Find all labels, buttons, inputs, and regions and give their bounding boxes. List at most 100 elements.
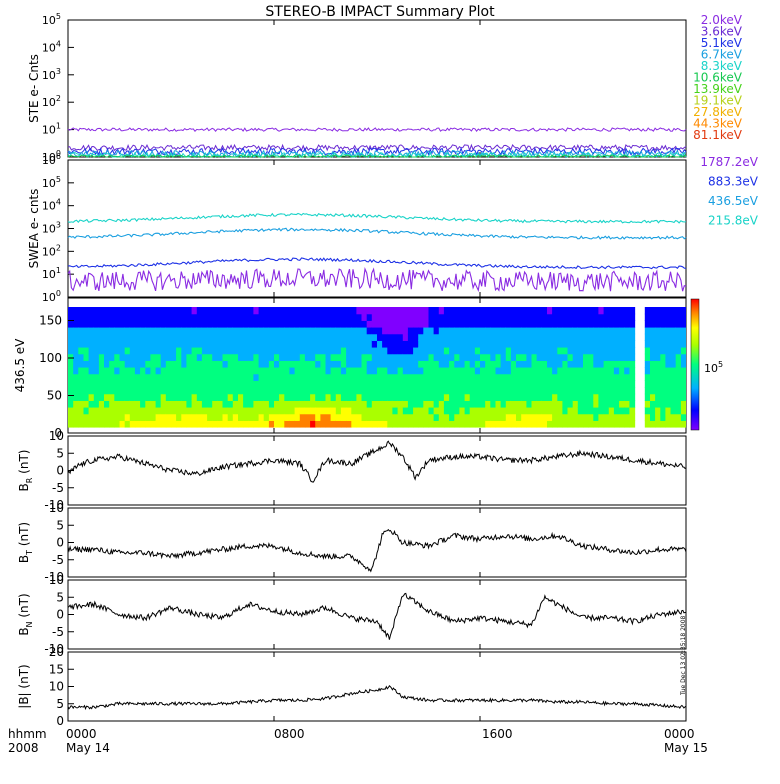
bt-ytick-label-0: 10	[49, 501, 64, 515]
spectrogram-cells	[68, 307, 686, 428]
bmag-ytick-label-2: 10	[49, 680, 64, 694]
ste-ytick-label-3: 103	[42, 67, 61, 82]
ste-legend-item-10: 81.1keV	[693, 128, 743, 142]
time-axis-tick-0000-end: 0000	[664, 727, 695, 741]
swea-series-215.8eV	[67, 212, 687, 224]
ste-legend-item-2: 5.1keV	[701, 36, 743, 50]
bmag-ylabel: |B| (nT)	[17, 664, 31, 708]
br-ylabel-unit: (nT)	[17, 450, 31, 478]
bt-ytick-label-4: -10	[44, 570, 64, 584]
bn-ytick-label-1: 5	[56, 590, 64, 604]
swea-ytick-label-1: 101	[42, 266, 61, 281]
ste-ytick-label-2: 102	[42, 94, 61, 109]
ste-ytick-exponent-2: 2	[56, 94, 61, 103]
timestamp-stamp: Tue Dec 13 02:35:18 2008	[680, 615, 687, 696]
plot-title: STEREO-B IMPACT Summary Plot	[265, 4, 495, 20]
spectrogram-ylabel: 436.5 eV	[13, 338, 27, 393]
swea-ytick-label-3: 103	[42, 221, 61, 236]
bt-ytick-label-3: -5	[52, 553, 64, 567]
ste-legend-item-4: 8.3keV	[701, 59, 743, 73]
swea-ytick-exponent-3: 3	[56, 221, 61, 230]
bn-ytick-label-0: 10	[49, 573, 64, 587]
time-axis-tick-0800: 0800	[274, 727, 305, 741]
swea-ytick-label-4: 104	[42, 198, 61, 213]
br-frame	[67, 435, 687, 506]
bmag-ytick-label-0: 20	[49, 645, 64, 659]
ste-legend-item-8: 27.8keV	[693, 105, 743, 119]
spectrogram-colorbar	[690, 298, 700, 431]
swea-ytick-label-2: 102	[42, 243, 61, 258]
br-ytick-label-3: -5	[52, 481, 64, 495]
swea-ytick-exponent-0: 0	[56, 289, 61, 298]
ste-ytick-exponent-5: 5	[56, 12, 61, 21]
bmag-ytick-label-4: 0	[56, 714, 64, 728]
br-ytick-label-2: 0	[56, 464, 64, 478]
bt-frame	[67, 507, 687, 578]
swea-ytick-label-5: 105	[42, 175, 61, 190]
br-ytick-label-4: -10	[44, 498, 64, 512]
ste-ytick-label-5: 105	[42, 12, 61, 27]
ste-series-10.6keV	[67, 154, 687, 158]
ste-ytick-label-4: 104	[42, 39, 61, 54]
swea-ytick-exponent-6: 6	[56, 152, 61, 161]
ste-frame	[67, 19, 687, 158]
bn-ytick-label-2: 0	[56, 608, 64, 622]
ste-ytick-exponent-1: 1	[56, 122, 61, 131]
bn-ylabel: BN (nT)	[17, 593, 34, 635]
ste-ytick-exponent-4: 4	[56, 39, 61, 48]
ste-legend: 2.0keV3.6keV5.1keV6.7keV8.3keV10.6keV13.…	[693, 13, 743, 142]
time-axis-date-start: May 14	[66, 741, 110, 755]
time-axis-hhmm-label: hhmm	[8, 727, 47, 741]
ste-legend-item-5: 10.6keV	[693, 71, 743, 85]
swea-ytick-exponent-1: 1	[56, 266, 61, 275]
bn-ytick-label-3: -5	[52, 625, 64, 639]
ste-legend-item-6: 13.9keV	[693, 82, 743, 96]
bn-ylabel-subscript: N	[25, 621, 34, 627]
swea-series-883.3eV	[67, 257, 687, 270]
ste-ytick-exponent-0: 0	[56, 149, 61, 158]
bt-ytick-label-2: 0	[56, 536, 64, 550]
spectrogram-colorbar-exponent: 5	[718, 360, 723, 369]
bmag-frame	[67, 651, 687, 722]
spectrogram-ytick-label-3: 150	[39, 314, 62, 328]
ste-ytick-label-1: 101	[42, 122, 61, 137]
br-series-line	[67, 440, 687, 483]
swea-series-436.5eV	[67, 227, 687, 240]
bn-ytick-label-4: -10	[44, 642, 64, 656]
br-ytick-label-0: 10	[49, 429, 64, 443]
spectrogram-ytick-label-0: 0	[54, 426, 62, 440]
swea-legend-item-2: 436.5eV	[708, 194, 759, 208]
bt-ylabel-unit: (nT)	[17, 522, 31, 550]
br-ylabel: BR (nT)	[17, 450, 34, 492]
time-axis-date-end: May 15	[664, 741, 708, 755]
ste-legend-item-1: 3.6keV	[701, 25, 743, 39]
time-axis-tick-1600: 1600	[482, 727, 513, 741]
br-ytick-label-1: 5	[56, 446, 64, 460]
bt-ytick-label-1: 5	[56, 518, 64, 532]
swea-ytick-exponent-5: 5	[56, 175, 61, 184]
bn-ylabel-unit: (nT)	[17, 593, 31, 621]
ste-legend-item-3: 6.7keV	[701, 48, 743, 62]
ste-series-2.0keV	[67, 127, 687, 133]
bmag-series-line	[67, 685, 687, 711]
swea-legend-item-0: 1787.2eV	[700, 155, 758, 169]
swea-legend: 1787.2eV 883.3eV 436.5eV 215.8eV	[700, 155, 758, 228]
spectrogram-ytick-label-1: 50	[47, 389, 62, 403]
ste-ytick-exponent-3: 3	[56, 67, 61, 76]
time-axis-year-label: 2008	[8, 741, 39, 755]
swea-legend-item-3: 215.8eV	[708, 214, 759, 228]
swea-ylabel: SWEA e- cnts	[27, 189, 41, 269]
time-axis-tick-0000: 0000	[66, 727, 97, 741]
ste-legend-item-0: 2.0keV	[701, 13, 743, 27]
ste-series-3.6keV	[67, 143, 687, 152]
swea-ytick-label-0: 100	[42, 289, 61, 304]
bt-series-line	[67, 528, 687, 573]
bt-ylabel-subscript: T	[25, 550, 34, 556]
ste-legend-item-9: 44.3keV	[693, 117, 743, 131]
swea-ytick-exponent-4: 4	[56, 198, 61, 207]
ste-series-8.3keV	[67, 151, 687, 159]
br-ylabel-subscript: R	[25, 477, 34, 483]
